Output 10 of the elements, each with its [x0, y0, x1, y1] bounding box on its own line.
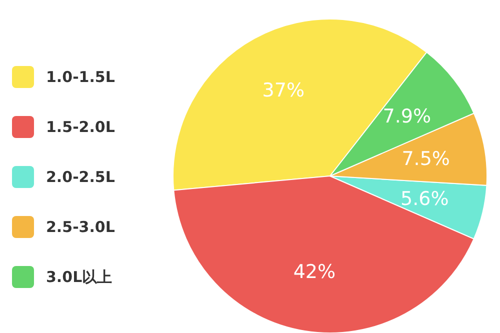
legend-label: 1.5-2.0L	[46, 118, 116, 136]
legend-label: 3.0L以上	[46, 268, 112, 286]
legend-label: 2.0-2.5L	[46, 168, 116, 186]
data-label: 37%	[262, 80, 305, 102]
legend-label: 2.5-3.0L	[46, 218, 116, 236]
data-label: 5.6%	[400, 188, 449, 210]
data-label: 7.5%	[402, 148, 450, 170]
data-label: 7.9%	[382, 105, 432, 128]
data-label: 42%	[293, 261, 336, 284]
legend-label: 1.0-1.5L	[46, 68, 116, 86]
